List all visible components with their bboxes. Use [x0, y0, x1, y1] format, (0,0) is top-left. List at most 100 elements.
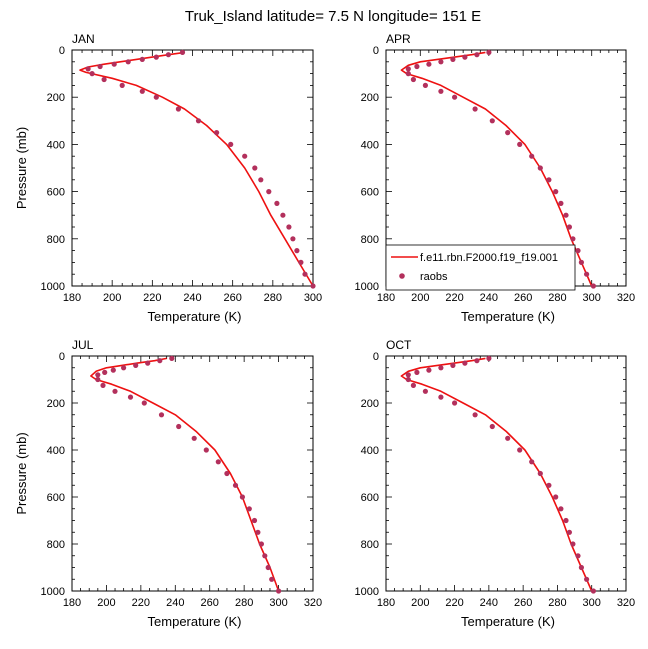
x-tick-label: 220 — [445, 292, 463, 304]
raobs-point — [517, 141, 523, 147]
raobs-point — [405, 66, 411, 72]
raobs-point — [139, 88, 145, 94]
raobs-point — [450, 56, 456, 63]
raobs-point — [450, 362, 456, 368]
model-profile-line — [400, 51, 593, 287]
x-tick-label: 260 — [514, 292, 532, 304]
y-tick-label: 600 — [361, 187, 379, 199]
panel-jul: JUL 180 200 220 240 260 280 300 320 0 200 400 600 800… — [14, 338, 322, 629]
raobs-point — [112, 388, 118, 394]
raobs-point — [179, 49, 186, 56]
raobs-point — [255, 529, 261, 535]
x-axis-label: Temperature (K) — [461, 614, 555, 629]
x-tick-label: 200 — [411, 292, 429, 304]
raobs-point — [438, 59, 444, 65]
raobs-point — [95, 372, 101, 378]
x-tick-label: 200 — [103, 292, 121, 304]
y-tick-label: 1000 — [355, 586, 379, 598]
raobs-point — [563, 517, 569, 524]
y-tick-label: 0 — [373, 351, 379, 363]
raobs-point — [258, 177, 264, 183]
x-tick-label: 280 — [264, 292, 282, 304]
legend: f.e11.rbn.F2000.f19_f19.001 raobs — [385, 244, 576, 291]
raobs-point — [228, 141, 234, 147]
raobs-point — [472, 106, 478, 112]
raobs-point — [97, 63, 103, 70]
y-tick-label: 800 — [361, 234, 379, 246]
panel-label: JAN — [72, 32, 95, 46]
raobs-point — [537, 165, 543, 171]
raobs-point — [553, 494, 559, 500]
raobs-point — [570, 541, 576, 547]
x-tick-label: 280 — [548, 597, 566, 609]
raobs-point — [102, 369, 108, 375]
y-tick-label: 200 — [47, 398, 65, 410]
x-tick-label: 260 — [201, 597, 219, 609]
raobs-point — [141, 400, 147, 406]
x-tick-label: 180 — [63, 597, 81, 609]
raobs-point — [246, 506, 252, 512]
raobs-point — [101, 76, 107, 83]
x-tick-label: 320 — [617, 597, 635, 609]
raobs-point — [266, 189, 272, 195]
legend-model-label: f.e11.rbn.F2000.f19_f19.001 — [420, 252, 558, 264]
y-tick-label: 800 — [47, 539, 65, 551]
raobs-point — [121, 365, 127, 371]
raobs-point — [414, 63, 420, 70]
y-tick-label: 400 — [47, 445, 65, 457]
y-axis-label: Pressure (mb) — [14, 432, 29, 514]
model-profile-line — [79, 51, 314, 287]
x-tick-label: 180 — [377, 597, 395, 609]
y-tick-label: 600 — [361, 492, 379, 504]
raobs-point — [145, 360, 151, 366]
model-profile-line — [90, 357, 280, 592]
panel-label: APR — [386, 32, 411, 46]
y-tick-label: 600 — [47, 187, 65, 199]
x-tick-label: 300 — [269, 597, 287, 609]
raobs-point — [110, 367, 116, 373]
x-tick-label: 200 — [411, 597, 429, 609]
raobs-point — [294, 248, 300, 254]
raobs-point — [286, 224, 292, 230]
x-axis-label: Temperature (K) — [148, 614, 242, 629]
raobs-point — [125, 59, 131, 65]
raobs-point — [111, 61, 117, 67]
raobs-point — [242, 153, 248, 159]
raobs-point — [175, 106, 181, 112]
model-profile-line — [400, 357, 593, 592]
y-tick-label: 800 — [47, 234, 65, 246]
raobs-point — [153, 54, 159, 60]
raobs-point — [570, 236, 576, 242]
raobs-point — [239, 494, 245, 500]
raobs-point — [251, 517, 258, 524]
raobs-point — [310, 283, 316, 289]
raobs-point — [405, 71, 411, 77]
x-tick-label: 300 — [583, 597, 601, 609]
raobs-point — [85, 66, 91, 72]
y-tick-label: 1000 — [355, 281, 379, 293]
raobs-point — [584, 576, 590, 582]
raobs-point — [563, 212, 569, 218]
raobs-point — [566, 224, 573, 230]
legend-obs-marker-icon — [399, 273, 405, 279]
raobs-point — [546, 177, 552, 183]
raobs-point — [529, 459, 535, 465]
raobs-point — [100, 382, 106, 388]
raobs-point — [529, 153, 535, 159]
panel-label: JUL — [72, 338, 94, 352]
x-tick-label: 300 — [304, 292, 322, 304]
y-tick-label: 0 — [59, 351, 65, 363]
raobs-point — [153, 94, 159, 100]
raobs-point — [224, 470, 230, 477]
raobs-point — [575, 553, 581, 559]
x-tick-label: 260 — [223, 292, 241, 304]
raobs-point — [553, 189, 559, 195]
x-tick-label: 240 — [480, 597, 498, 609]
raobs-point — [566, 529, 573, 535]
raobs-point — [590, 588, 597, 594]
raobs-point — [472, 412, 478, 418]
x-tick-label: 240 — [166, 597, 184, 609]
x-tick-label: 240 — [183, 292, 201, 304]
raobs-point — [546, 482, 552, 488]
